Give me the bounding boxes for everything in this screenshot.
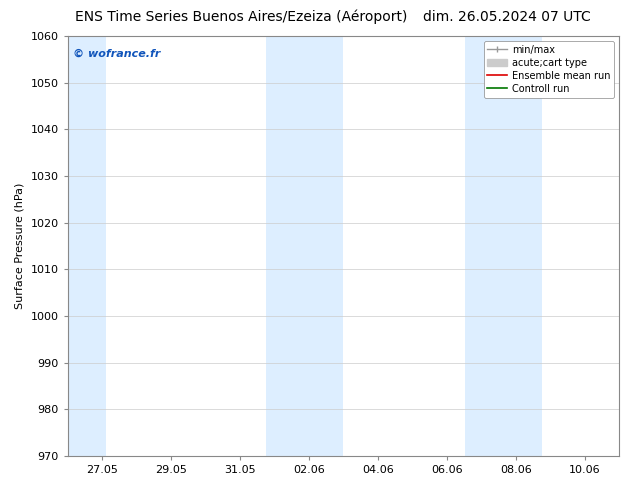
Bar: [266, 36, 344, 456]
Text: dim. 26.05.2024 07 UTC: dim. 26.05.2024 07 UTC: [424, 10, 591, 24]
Bar: [465, 36, 542, 456]
Legend: min/max, acute;cart type, Ensemble mean run, Controll run: min/max, acute;cart type, Ensemble mean …: [484, 41, 614, 98]
Text: ENS Time Series Buenos Aires/Ezeiza (Aéroport): ENS Time Series Buenos Aires/Ezeiza (Aér…: [75, 10, 407, 24]
Bar: [68, 36, 107, 456]
Y-axis label: Surface Pressure (hPa): Surface Pressure (hPa): [15, 183, 25, 309]
Text: © wofrance.fr: © wofrance.fr: [73, 49, 160, 59]
